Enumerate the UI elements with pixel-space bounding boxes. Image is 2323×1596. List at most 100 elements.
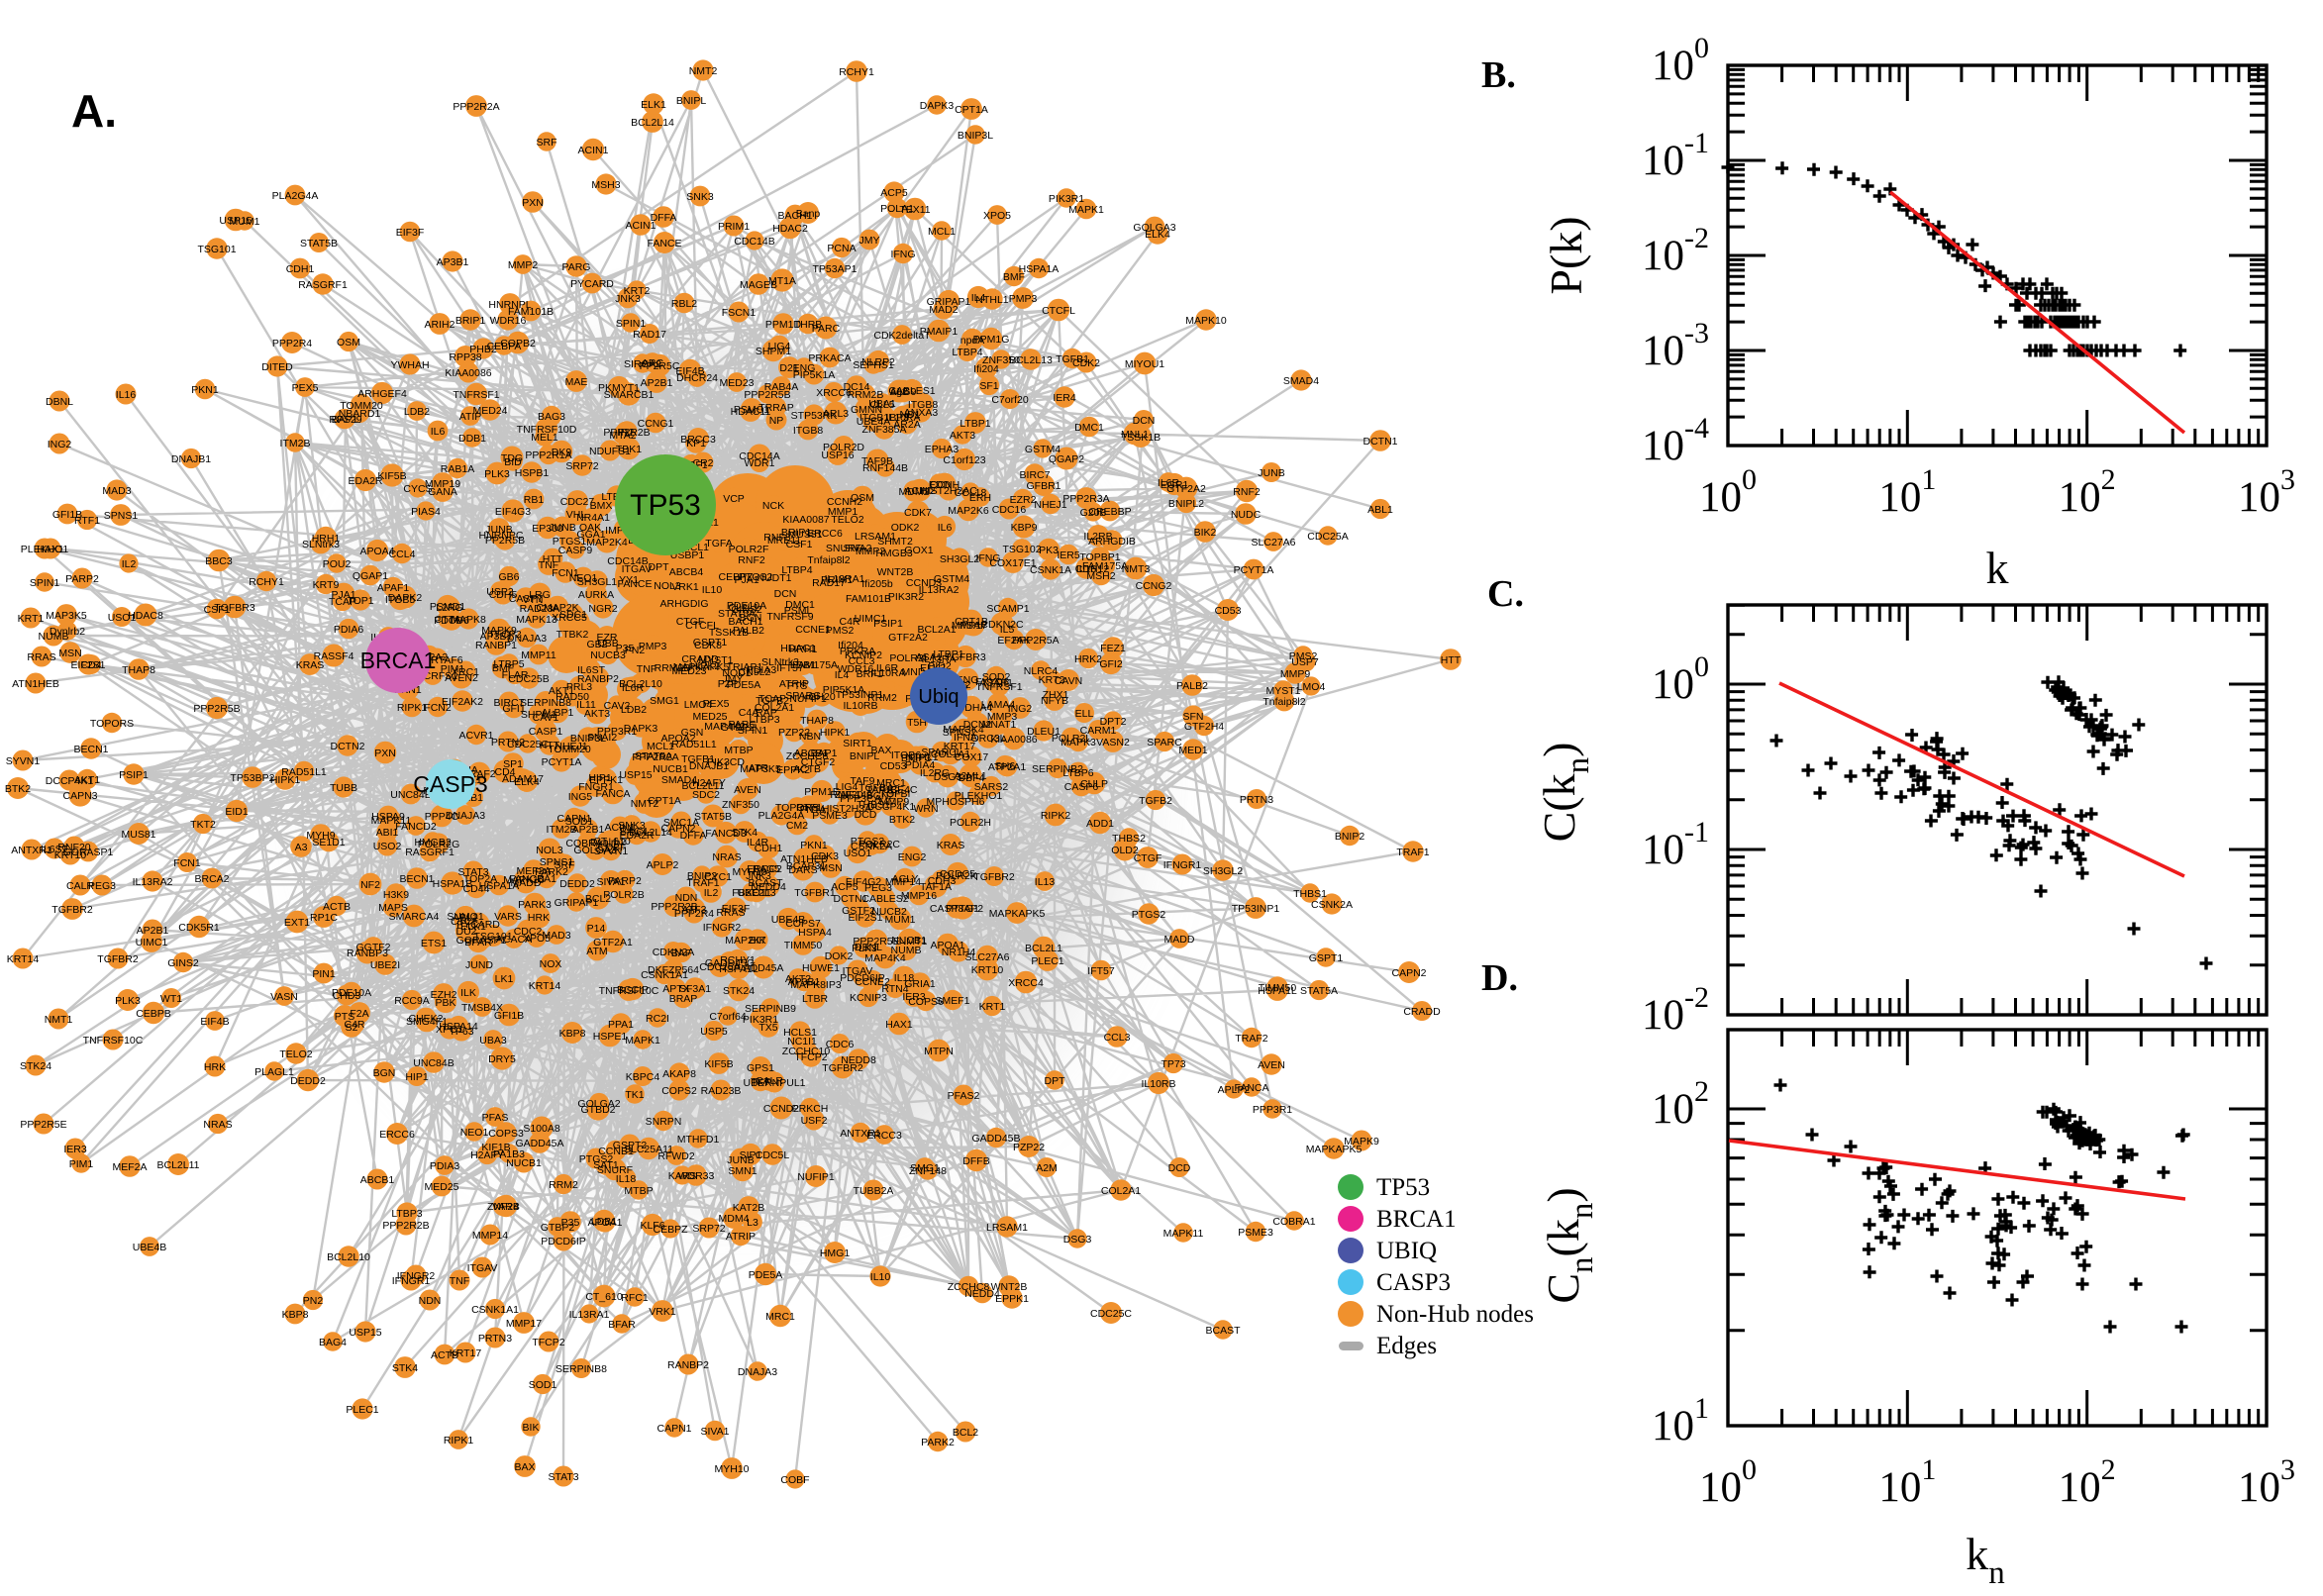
svg-text:ALBP1: ALBP1 <box>542 707 574 719</box>
svg-text:Ubiq: Ubiq <box>918 686 959 708</box>
svg-text:SFN: SFN <box>1183 711 1204 723</box>
svg-text:RNF2: RNF2 <box>738 554 765 566</box>
svg-text:SARS2: SARS2 <box>974 781 1009 793</box>
svg-text:CTCF: CTCF <box>451 916 478 928</box>
svg-text:TP73: TP73 <box>1161 1058 1185 1070</box>
svg-text:IL6ST: IL6ST <box>41 844 69 855</box>
svg-text:RCHY1: RCHY1 <box>839 66 874 78</box>
svg-text:TGFBR1: TGFBR1 <box>794 887 836 899</box>
svg-text:AKT2: AKT2 <box>785 973 811 985</box>
svg-text:CCNH2: CCNH2 <box>827 496 862 508</box>
svg-text:CD44: CD44 <box>463 883 490 895</box>
svg-text:PPP2R2A: PPP2R2A <box>632 751 678 763</box>
svg-text:LMO4: LMO4 <box>1297 681 1326 693</box>
svg-text:IL18: IL18 <box>616 1173 637 1185</box>
svg-text:C4R: C4R <box>839 616 859 628</box>
svg-text:PDCD6IP: PDCD6IP <box>541 1236 586 1247</box>
svg-text:PSMD1: PSMD1 <box>430 601 465 613</box>
svg-text:PPP2R2B: PPP2R2B <box>382 1220 429 1232</box>
svg-text:COPS2: COPS2 <box>661 1085 697 1097</box>
svg-text:NEDD8: NEDD8 <box>841 1054 876 1066</box>
svg-text:PARP2: PARP2 <box>608 875 642 887</box>
svg-text:C1orf123: C1orf123 <box>943 454 985 466</box>
svg-text:MADD: MADD <box>1164 934 1195 946</box>
svg-text:TGFBR2: TGFBR2 <box>973 871 1015 883</box>
svg-text:USP5: USP5 <box>700 1026 728 1038</box>
svg-text:ARHGEF4: ARHGEF4 <box>357 388 407 400</box>
svg-text:PLAGL1: PLAGL1 <box>254 1066 294 1078</box>
svg-text:POLA1: POLA1 <box>880 203 914 215</box>
svg-text:PIM1: PIM1 <box>69 1158 94 1170</box>
svg-text:HRK: HRK <box>204 1061 226 1073</box>
svg-text:ERCC3: ERCC3 <box>866 1130 902 1142</box>
svg-text:USO2: USO2 <box>373 841 402 852</box>
svg-text:SNRPN: SNRPN <box>646 1116 682 1128</box>
svg-text:UNC84B: UNC84B <box>413 1057 454 1069</box>
svg-text:FANCE: FANCE <box>647 238 681 249</box>
svg-text:ATN1HEB: ATN1HEB <box>12 678 59 690</box>
svg-text:NUCB1: NUCB1 <box>891 935 927 947</box>
svg-text:CAV2: CAV2 <box>604 700 631 712</box>
svg-text:NUCB1: NUCB1 <box>506 1157 542 1169</box>
svg-text:AURKA: AURKA <box>578 589 614 601</box>
svg-text:A3: A3 <box>295 842 308 853</box>
svg-text:SERPINB9: SERPINB9 <box>745 1003 796 1015</box>
svg-text:MAGEB: MAGEB <box>740 279 777 291</box>
svg-text:ARHGDIG: ARHGDIG <box>659 598 708 610</box>
svg-text:RANBP1: RANBP1 <box>475 640 517 651</box>
svg-text:NOL3: NOL3 <box>654 580 681 592</box>
svg-text:MMP2: MMP2 <box>508 259 538 271</box>
svg-text:SIRT1: SIRT1 <box>843 738 872 749</box>
svg-text:DCN: DCN <box>774 588 797 600</box>
svg-text:npdA: npdA <box>960 335 985 347</box>
svg-text:GFBR1: GFBR1 <box>1026 480 1060 492</box>
svg-text:GH20: GH20 <box>808 691 836 703</box>
svg-text:BCL2L14: BCL2L14 <box>631 117 674 129</box>
svg-text:ITGB5: ITGB5 <box>385 594 416 606</box>
svg-text:PTGS1: PTGS1 <box>553 536 587 548</box>
svg-text:GGTF2: GGTF2 <box>355 942 390 953</box>
svg-text:GSPT1: GSPT1 <box>1309 952 1344 964</box>
svg-text:ING5: ING5 <box>568 791 593 803</box>
svg-text:DDB1: DDB1 <box>458 433 486 445</box>
svg-text:NUCB2: NUCB2 <box>871 906 907 918</box>
svg-text:SLC27A6: SLC27A6 <box>1252 537 1296 549</box>
svg-text:PBK: PBK <box>435 997 455 1009</box>
svg-text:DK9: DK9 <box>552 447 572 458</box>
svg-text:UBE4B: UBE4B <box>133 1242 166 1253</box>
svg-text:CDC25B: CDC25B <box>508 673 549 685</box>
svg-text:TSSK1B: TSSK1B <box>1121 432 1161 444</box>
svg-text:COL2A1: COL2A1 <box>1101 1185 1141 1197</box>
svg-text:RCC9A: RCC9A <box>394 995 430 1007</box>
svg-text:RP1C: RP1C <box>310 912 338 924</box>
svg-text:TP53: TP53 <box>630 489 701 522</box>
svg-text:MSN: MSN <box>58 648 81 659</box>
svg-text:JUNB: JUNB <box>1258 467 1284 479</box>
svg-text:TMSB4X: TMSB4X <box>461 1002 503 1014</box>
svg-text:IFT57: IFT57 <box>1087 965 1115 977</box>
svg-text:TP53INP1: TP53INP1 <box>1232 903 1280 915</box>
svg-text:USF2: USF2 <box>801 1115 828 1127</box>
svg-text:GRIPAP1: GRIPAP1 <box>927 296 971 308</box>
svg-text:Edges: Edges <box>1376 1333 1437 1359</box>
svg-text:RAD50: RAD50 <box>556 691 589 703</box>
svg-text:PPP2R3A: PPP2R3A <box>1062 493 1109 505</box>
svg-text:COPS3: COPS3 <box>488 1128 524 1140</box>
svg-text:MAPKAPK5: MAPKAPK5 <box>989 908 1046 920</box>
svg-text:RANBP2: RANBP2 <box>667 1359 709 1371</box>
svg-text:PPP2R5E: PPP2R5E <box>20 1119 66 1131</box>
svg-text:CCNG1: CCNG1 <box>638 418 674 430</box>
svg-text:VASN2: VASN2 <box>1096 737 1130 748</box>
svg-text:PEX5: PEX5 <box>703 698 730 710</box>
svg-text:IL13RA1: IL13RA1 <box>825 573 865 585</box>
svg-text:GB2: GB2 <box>586 639 607 650</box>
svg-text:TDG: TDG <box>501 452 523 464</box>
svg-text:MAP2K7: MAP2K7 <box>725 935 766 947</box>
svg-text:TNF: TNF <box>539 559 558 571</box>
svg-text:ACIN1: ACIN1 <box>578 145 609 156</box>
svg-text:UBE4C: UBE4C <box>882 784 917 796</box>
svg-text:TP53BP2: TP53BP2 <box>231 772 275 784</box>
svg-text:CDC14B: CDC14B <box>734 236 774 248</box>
svg-text:BIRC7: BIRC7 <box>1020 469 1051 481</box>
svg-text:TSG102: TSG102 <box>1002 544 1041 555</box>
